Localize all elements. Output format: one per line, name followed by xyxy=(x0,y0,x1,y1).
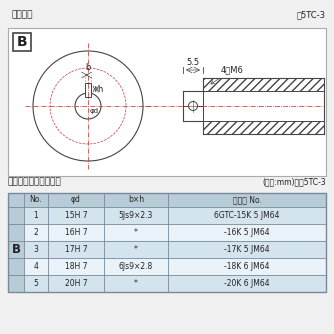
Text: φd: φd xyxy=(90,108,99,114)
Bar xyxy=(8,193,326,207)
Text: 1: 1 xyxy=(34,211,38,220)
Text: B: B xyxy=(11,243,20,256)
Text: 15H 7: 15H 7 xyxy=(65,211,87,220)
Text: 軸穴形状: 軸穴形状 xyxy=(12,10,33,19)
Text: -20K 6 JM64: -20K 6 JM64 xyxy=(224,279,270,288)
Bar xyxy=(48,258,104,275)
Circle shape xyxy=(75,93,101,119)
Text: -18K 6 JM64: -18K 6 JM64 xyxy=(224,262,270,271)
Text: 4－M6: 4－M6 xyxy=(211,65,244,84)
Text: *: * xyxy=(134,228,138,237)
Bar xyxy=(104,275,168,292)
Bar xyxy=(8,207,24,292)
Bar xyxy=(24,258,48,275)
Text: 3: 3 xyxy=(33,245,38,254)
Text: 6GTC-15K 5 JM64: 6GTC-15K 5 JM64 xyxy=(214,211,280,220)
Text: コード No.: コード No. xyxy=(232,195,262,204)
Bar xyxy=(104,258,168,275)
Bar xyxy=(24,275,48,292)
Bar xyxy=(104,224,168,241)
Text: 5.5: 5.5 xyxy=(186,58,199,67)
Bar xyxy=(48,241,104,258)
Text: 16H 7: 16H 7 xyxy=(65,228,87,237)
Text: No.: No. xyxy=(30,195,42,204)
Bar xyxy=(24,207,48,224)
Bar xyxy=(8,193,326,292)
Bar xyxy=(85,83,91,97)
Bar xyxy=(24,224,48,241)
Text: b×h: b×h xyxy=(128,195,144,204)
Bar xyxy=(48,275,104,292)
Bar xyxy=(24,241,48,258)
Bar xyxy=(168,241,326,258)
Bar xyxy=(183,106,203,121)
Text: b: b xyxy=(85,63,91,72)
Text: 囵5TC-3: 囵5TC-3 xyxy=(297,10,326,19)
Text: 5Js9×2.3: 5Js9×2.3 xyxy=(119,211,153,220)
Bar xyxy=(183,91,203,106)
Bar xyxy=(8,28,326,176)
Text: *: * xyxy=(134,279,138,288)
Text: 6Js9×2.8: 6Js9×2.8 xyxy=(119,262,153,271)
Text: 4: 4 xyxy=(33,262,38,271)
Bar xyxy=(168,224,326,241)
Text: -17K 5 JM64: -17K 5 JM64 xyxy=(224,245,270,254)
Bar xyxy=(48,207,104,224)
Text: h: h xyxy=(98,85,103,94)
Bar xyxy=(48,224,104,241)
Circle shape xyxy=(33,51,143,161)
Text: 5: 5 xyxy=(33,279,38,288)
Circle shape xyxy=(188,102,197,111)
Bar xyxy=(104,241,168,258)
Bar xyxy=(104,207,168,224)
Text: 2: 2 xyxy=(34,228,38,237)
Text: 軸穴形状コード一覧表: 軸穴形状コード一覧表 xyxy=(8,177,62,186)
Text: (単位:mm)　表5TC-3: (単位:mm) 表5TC-3 xyxy=(263,177,326,186)
Text: B: B xyxy=(17,35,27,49)
Bar xyxy=(203,121,324,134)
Text: 17H 7: 17H 7 xyxy=(65,245,87,254)
Bar xyxy=(13,33,31,51)
Bar xyxy=(168,207,326,224)
Text: 18H 7: 18H 7 xyxy=(65,262,87,271)
Bar xyxy=(203,78,324,91)
Bar xyxy=(168,275,326,292)
Text: φd: φd xyxy=(71,195,81,204)
Text: *: * xyxy=(134,245,138,254)
Bar xyxy=(168,258,326,275)
Text: 20H 7: 20H 7 xyxy=(65,279,87,288)
Text: -16K 5 JM64: -16K 5 JM64 xyxy=(224,228,270,237)
